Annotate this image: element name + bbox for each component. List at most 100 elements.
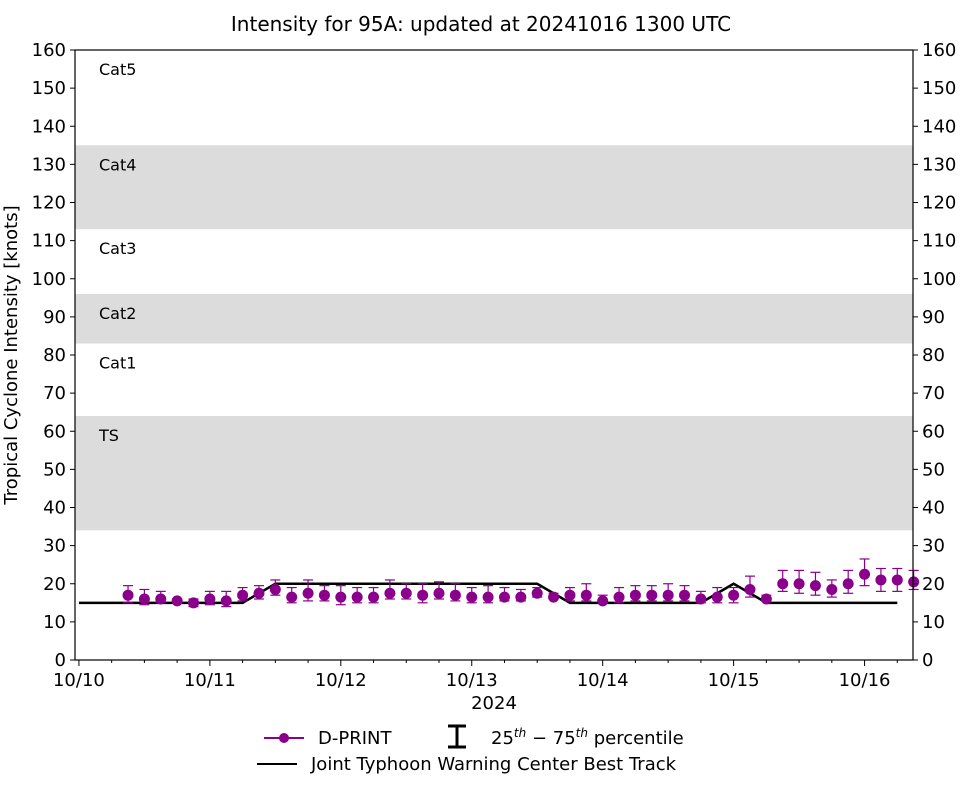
y-tick-label-right: 30 (922, 536, 945, 557)
y-tick-label-right: 10 (922, 612, 945, 633)
dprint-point (466, 586, 478, 604)
dprint-point (449, 583, 461, 602)
chart-title: Intensity for 95A: updated at 20241016 1… (231, 12, 731, 36)
band-label-cat3: Cat3 (99, 239, 136, 258)
y-tick-label-right: 40 (922, 498, 945, 519)
x-tick-label: 10/11 (184, 670, 236, 691)
dprint-point (204, 590, 216, 606)
dprint-marker (498, 591, 510, 603)
legend-percentile-label: 25th − 75th percentile (491, 726, 684, 749)
dprint-point (237, 586, 249, 602)
y-tick-label-right: 0 (922, 650, 933, 671)
dprint-marker (138, 593, 150, 605)
dprint-point (171, 595, 183, 607)
y-tick-label-left: 90 (43, 307, 66, 328)
legend-dprint-marker (279, 733, 289, 743)
dprint-marker (237, 589, 249, 601)
y-axis-ticks: 0 0 10 10 20 20 30 30 40 40 50 50 60 60 70 70 80 80 90 90 10… (32, 40, 957, 671)
dprint-marker (728, 589, 740, 601)
dprint-point (760, 593, 772, 605)
y-tick-label-left: 50 (43, 459, 66, 480)
dprint-point (138, 588, 150, 606)
y-tick-label-left: 110 (32, 231, 66, 252)
dprint-marker (564, 589, 576, 601)
y-tick-label-left: 30 (43, 536, 66, 557)
y-tick-label-left: 140 (32, 116, 66, 137)
band-label-cat5: Cat5 (99, 60, 136, 79)
y-tick-label-right: 90 (922, 307, 945, 328)
dprint-point (187, 597, 199, 609)
y-tick-label-right: 130 (922, 154, 956, 175)
intensity-bands (75, 145, 913, 531)
band-label-cat2: Cat2 (99, 304, 136, 323)
band-ts (75, 416, 913, 531)
y-tick-label-left: 40 (43, 498, 66, 519)
best-track-series (78, 582, 898, 605)
band-cat4 (75, 145, 913, 230)
dprint-marker (335, 591, 347, 603)
dprint-point (793, 569, 805, 594)
dprint-point (318, 585, 330, 602)
dprint-point (908, 569, 920, 591)
y-tick-label-right: 80 (922, 345, 945, 366)
dprint-marker (155, 593, 167, 605)
y-tick-label-right: 120 (922, 193, 956, 214)
dprint-marker (760, 593, 772, 605)
y-tick-label-right: 160 (922, 40, 956, 61)
dprint-point (809, 571, 821, 596)
dprint-marker (842, 578, 854, 590)
dprint-marker (662, 589, 674, 601)
dprint-point (695, 590, 707, 605)
dprint-series (122, 558, 920, 609)
dprint-marker (597, 595, 609, 607)
y-tick-label-right: 50 (922, 459, 945, 480)
dprint-point (891, 567, 903, 592)
dprint-marker (695, 593, 707, 605)
dprint-marker (744, 583, 756, 595)
dprint-point (220, 590, 232, 608)
dprint-point (253, 585, 265, 600)
y-tick-label-left: 0 (55, 650, 66, 671)
dprint-marker (384, 587, 396, 599)
y-tick-label-left: 10 (43, 612, 66, 633)
dprint-point (482, 585, 494, 604)
y-tick-label-left: 20 (43, 574, 66, 595)
dprint-point (433, 581, 445, 600)
y-tick-label-right: 20 (922, 574, 945, 595)
dprint-point (597, 594, 609, 607)
dprint-point (531, 586, 543, 599)
y-tick-label-left: 130 (32, 154, 66, 175)
dprint-marker (171, 595, 183, 607)
y-tick-label-left: 100 (32, 269, 66, 290)
dprint-marker (629, 589, 641, 601)
band-label-cat1: Cat1 (99, 354, 136, 373)
dprint-marker (515, 591, 527, 603)
dprint-marker (400, 587, 412, 599)
dprint-marker (187, 597, 199, 609)
dprint-marker (891, 574, 903, 586)
dprint-marker (351, 591, 363, 603)
dprint-point (564, 586, 576, 602)
dprint-marker (253, 587, 265, 599)
dprint-marker (859, 568, 871, 580)
dprint-point (580, 583, 592, 602)
dprint-marker (777, 578, 789, 590)
x-tick-label: 10/13 (446, 670, 498, 691)
dprint-point (548, 591, 560, 603)
y-tick-label-right: 60 (922, 421, 945, 442)
dprint-point (417, 583, 429, 604)
dprint-marker (826, 583, 838, 595)
dprint-marker (580, 589, 592, 601)
y-tick-label-left: 120 (32, 193, 66, 214)
y-tick-label-right: 100 (922, 269, 956, 290)
dprint-point (859, 558, 871, 587)
legend-percentile-icon (448, 724, 466, 749)
x-tick-label: 10/10 (53, 670, 105, 691)
dprint-marker (531, 587, 543, 599)
y-tick-label-right: 150 (922, 78, 956, 99)
y-tick-label-left: 160 (32, 40, 66, 61)
dprint-point (286, 586, 298, 604)
dprint-point (400, 583, 412, 600)
y-tick-label-left: 70 (43, 383, 66, 404)
